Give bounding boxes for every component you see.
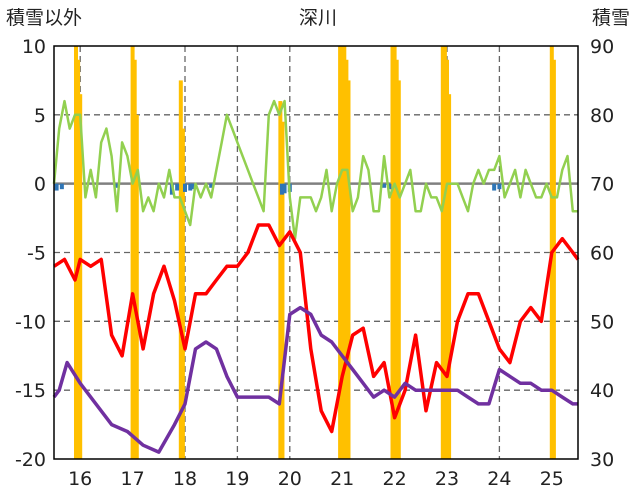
precip-bar xyxy=(492,183,497,191)
snow-bar xyxy=(390,46,395,459)
snow-bar xyxy=(344,59,349,460)
series-line-purple xyxy=(52,305,578,454)
snow-bar xyxy=(394,59,399,460)
x-tick-label: 21 xyxy=(330,468,354,490)
snow-bar xyxy=(74,46,79,459)
snow-bar xyxy=(134,114,139,459)
series-line-red xyxy=(53,223,580,434)
snow-bar xyxy=(342,46,347,459)
y-right-tick-label: 80 xyxy=(590,105,614,127)
x-tick-label: 25 xyxy=(540,468,564,490)
precip-bar xyxy=(382,183,387,188)
snow-bar xyxy=(447,94,452,459)
x-tick-label: 22 xyxy=(383,468,407,490)
y-right-tick-label: 40 xyxy=(590,380,614,402)
y-right-tick-label: 50 xyxy=(590,311,614,333)
y-right-tick-label: 30 xyxy=(590,449,614,471)
snow-bar xyxy=(178,80,183,460)
y-left-label: 積雪以外 xyxy=(6,7,82,29)
y-left-tick-label: 10 xyxy=(22,36,46,58)
precip-bar xyxy=(175,183,180,191)
y-left-tick-label: -5 xyxy=(27,243,46,265)
snow-bar xyxy=(440,46,445,459)
precip-bar xyxy=(209,183,214,188)
snow-bar xyxy=(78,94,83,459)
snow-bar xyxy=(338,46,343,459)
x-tick-label: 16 xyxy=(68,468,92,490)
series-line-green xyxy=(52,99,578,240)
precip-bar xyxy=(54,183,59,191)
snow-bar xyxy=(392,46,397,459)
snow-bar xyxy=(132,59,137,460)
y-left-tick-label: -10 xyxy=(15,311,46,333)
precip-bar xyxy=(183,183,187,192)
precip-bar xyxy=(114,183,119,188)
snow-bar xyxy=(442,46,447,459)
x-tick-label: 17 xyxy=(121,468,145,490)
precip-bar xyxy=(497,183,502,190)
plot-border xyxy=(53,45,579,460)
x-tick-label: 23 xyxy=(435,468,459,490)
series-layer xyxy=(52,99,580,454)
precip-bar xyxy=(59,183,64,190)
x-tick-label: 18 xyxy=(173,468,197,490)
x-tick-label: 24 xyxy=(487,468,511,490)
y-left-tick-label: 0 xyxy=(34,174,46,196)
snow-bar xyxy=(76,59,81,460)
y-right-label: 積雪 xyxy=(592,7,630,29)
y-right-tick-label: 90 xyxy=(590,36,614,58)
x-tick-label: 19 xyxy=(225,468,249,490)
precip-bar xyxy=(387,183,392,190)
snow-bar xyxy=(551,59,556,460)
y-left-tick-label: -20 xyxy=(15,449,46,471)
y-left-tick-label: 5 xyxy=(34,105,46,127)
chart-title: 深川 xyxy=(299,7,337,29)
snow-bar xyxy=(346,80,351,460)
precip-bar xyxy=(282,183,287,194)
precip-bar xyxy=(279,183,284,195)
snow-bar xyxy=(180,128,185,459)
snow-bar xyxy=(278,101,283,460)
x-tick-label: 20 xyxy=(278,468,302,490)
snow-bar xyxy=(396,80,401,460)
snow-bar xyxy=(130,46,135,459)
y-left-tick-label: -15 xyxy=(15,380,46,402)
y-right-tick-label: 70 xyxy=(590,174,614,196)
snow-bar xyxy=(340,46,345,459)
snow-bar xyxy=(445,59,449,460)
snow-bar xyxy=(280,121,285,459)
precip-bar xyxy=(188,183,193,191)
precip-bar xyxy=(190,183,195,190)
y-right-tick-label: 60 xyxy=(590,243,614,265)
